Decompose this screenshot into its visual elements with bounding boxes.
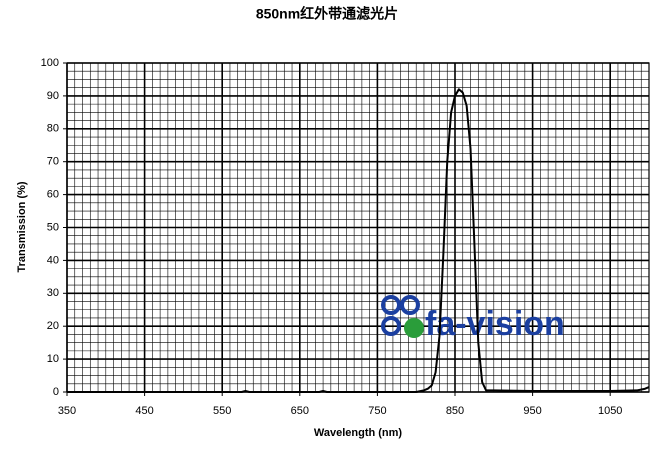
y-tick-label: 80 (47, 123, 59, 135)
x-tick-label: 550 (213, 405, 231, 417)
y-tick-label: 50 (47, 221, 59, 233)
x-tick-label: 1050 (598, 405, 622, 417)
x-tick-label: 450 (135, 405, 153, 417)
x-tick-label: 650 (291, 405, 309, 417)
x-tick-label: 750 (368, 405, 386, 417)
x-tick-label: 950 (523, 405, 541, 417)
logo: fa-vision (381, 295, 565, 343)
logo-dot (404, 318, 424, 338)
x-axis-label: Wavelength (nm) (314, 427, 403, 439)
y-tick-label: 40 (47, 254, 59, 266)
logo-text: fa-vision (425, 305, 565, 343)
y-tick-label: 20 (47, 320, 59, 332)
data-line (67, 88, 650, 393)
y-tick-label: 60 (47, 189, 59, 201)
logo-ring (400, 295, 420, 315)
y-tick-label: 90 (47, 90, 59, 102)
x-tick-label: 850 (446, 405, 464, 417)
chart-title: 850nm红外带通滤光片 (256, 6, 398, 22)
logo-ring (381, 316, 401, 336)
y-tick-label: 100 (41, 57, 59, 69)
logo-ring (381, 295, 401, 315)
y-tick-label: 70 (47, 156, 59, 168)
y-tick-label: 0 (53, 386, 59, 398)
y-tick-label: 30 (47, 287, 59, 299)
y-tick-label: 10 (47, 353, 59, 365)
x-tick-label: 350 (58, 405, 76, 417)
y-axis-label: Transmission (%) (16, 181, 28, 272)
